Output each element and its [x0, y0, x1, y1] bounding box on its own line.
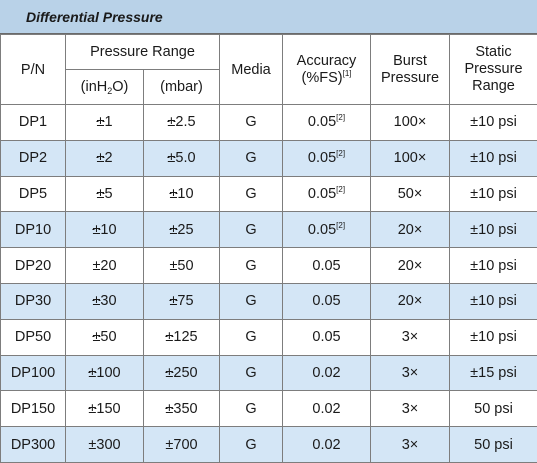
cell-pn: DP150: [1, 391, 66, 427]
cell-inh2o: ±50: [66, 319, 144, 355]
cell-inh2o: ±10: [66, 212, 144, 248]
cell-accuracy: 0.05: [283, 248, 371, 284]
cell-media: G: [220, 176, 283, 212]
cell-accuracy: 0.05[2]: [283, 212, 371, 248]
cell-pn: DP100: [1, 355, 66, 391]
cell-mbar: ±10: [144, 176, 220, 212]
cell-static: ±10 psi: [450, 283, 537, 319]
cell-pn: DP30: [1, 283, 66, 319]
table-row: DP20 ±20 ±50 G 0.05 20× ±10 psi: [1, 248, 537, 284]
cell-burst: 50×: [371, 176, 450, 212]
spec-table: P/N Pressure Range Media Accuracy (%FS)[…: [0, 34, 537, 463]
cell-inh2o: ±20: [66, 248, 144, 284]
cell-static: 50 psi: [450, 391, 537, 427]
header-burst-line2: Pressure: [381, 70, 439, 86]
table-row: DP100 ±100 ±250 G 0.02 3× ±15 psi: [1, 355, 537, 391]
cell-pn: DP20: [1, 248, 66, 284]
header-accuracy-line1: Accuracy: [297, 53, 357, 69]
header-pn: P/N: [1, 35, 66, 105]
cell-pn: DP300: [1, 427, 66, 463]
cell-mbar: ±350: [144, 391, 220, 427]
header-static-line2: Pressure: [464, 61, 522, 77]
table-row: DP5 ±5 ±10 G 0.05[2] 50× ±10 psi: [1, 176, 537, 212]
cell-burst: 20×: [371, 283, 450, 319]
header-inh2o: (inH2O): [66, 70, 144, 105]
cell-static: ±15 psi: [450, 355, 537, 391]
cell-static: ±10 psi: [450, 176, 537, 212]
header-accuracy: Accuracy (%FS)[1]: [283, 35, 371, 105]
cell-pn: DP10: [1, 212, 66, 248]
cell-media: G: [220, 391, 283, 427]
cell-inh2o: ±30: [66, 283, 144, 319]
cell-accuracy: 0.05[2]: [283, 176, 371, 212]
table-row: DP150 ±150 ±350 G 0.02 3× 50 psi: [1, 391, 537, 427]
header-static-line3: Range: [472, 78, 515, 94]
cell-burst: 100×: [371, 140, 450, 176]
cell-burst: 3×: [371, 391, 450, 427]
cell-static: ±10 psi: [450, 319, 537, 355]
cell-inh2o: ±100: [66, 355, 144, 391]
cell-pn: DP2: [1, 140, 66, 176]
cell-static: ±10 psi: [450, 140, 537, 176]
table-row: DP50 ±50 ±125 G 0.05 3× ±10 psi: [1, 319, 537, 355]
header-pressure-range: Pressure Range: [66, 35, 220, 70]
cell-mbar: ±700: [144, 427, 220, 463]
cell-mbar: ±75: [144, 283, 220, 319]
cell-burst: 20×: [371, 212, 450, 248]
cell-media: G: [220, 140, 283, 176]
cell-mbar: ±125: [144, 319, 220, 355]
cell-mbar: ±5.0: [144, 140, 220, 176]
table-row: DP30 ±30 ±75 G 0.05 20× ±10 psi: [1, 283, 537, 319]
header-media: Media: [220, 35, 283, 105]
cell-static: ±10 psi: [450, 212, 537, 248]
cell-mbar: ±50: [144, 248, 220, 284]
table-row: DP1 ±1 ±2.5 G 0.05[2] 100× ±10 psi: [1, 105, 537, 141]
cell-inh2o: ±5: [66, 176, 144, 212]
cell-mbar: ±250: [144, 355, 220, 391]
cell-inh2o: ±1: [66, 105, 144, 141]
cell-media: G: [220, 355, 283, 391]
cell-inh2o: ±150: [66, 391, 144, 427]
cell-accuracy: 0.05[2]: [283, 140, 371, 176]
cell-accuracy: 0.05: [283, 319, 371, 355]
table-row: DP10 ±10 ±25 G 0.05[2] 20× ±10 psi: [1, 212, 537, 248]
cell-burst: 3×: [371, 427, 450, 463]
cell-media: G: [220, 283, 283, 319]
cell-media: G: [220, 319, 283, 355]
header-burst-pressure: Burst Pressure: [371, 35, 450, 105]
header-accuracy-line2: (%FS): [302, 70, 343, 86]
cell-pn: DP5: [1, 176, 66, 212]
cell-burst: 3×: [371, 319, 450, 355]
cell-inh2o: ±300: [66, 427, 144, 463]
table-title: Differential Pressure: [0, 0, 537, 34]
cell-burst: 100×: [371, 105, 450, 141]
header-static-line1: Static: [475, 44, 511, 60]
header-mbar: (mbar): [144, 70, 220, 105]
table-row: DP2 ±2 ±5.0 G 0.05[2] 100× ±10 psi: [1, 140, 537, 176]
cell-media: G: [220, 105, 283, 141]
cell-mbar: ±2.5: [144, 105, 220, 141]
cell-burst: 20×: [371, 248, 450, 284]
header-static-pressure-range: Static Pressure Range: [450, 35, 537, 105]
cell-static: ±10 psi: [450, 105, 537, 141]
cell-mbar: ±25: [144, 212, 220, 248]
cell-accuracy: 0.02: [283, 355, 371, 391]
cell-media: G: [220, 248, 283, 284]
header-accuracy-note: [1]: [343, 69, 352, 78]
cell-media: G: [220, 427, 283, 463]
cell-accuracy: 0.02: [283, 427, 371, 463]
cell-media: G: [220, 212, 283, 248]
cell-accuracy: 0.05: [283, 283, 371, 319]
cell-static: 50 psi: [450, 427, 537, 463]
cell-accuracy: 0.05[2]: [283, 105, 371, 141]
table-row: DP300 ±300 ±700 G 0.02 3× 50 psi: [1, 427, 537, 463]
cell-burst: 3×: [371, 355, 450, 391]
cell-accuracy: 0.02: [283, 391, 371, 427]
cell-pn: DP1: [1, 105, 66, 141]
header-burst-line1: Burst: [393, 53, 427, 69]
cell-inh2o: ±2: [66, 140, 144, 176]
cell-static: ±10 psi: [450, 248, 537, 284]
cell-pn: DP50: [1, 319, 66, 355]
